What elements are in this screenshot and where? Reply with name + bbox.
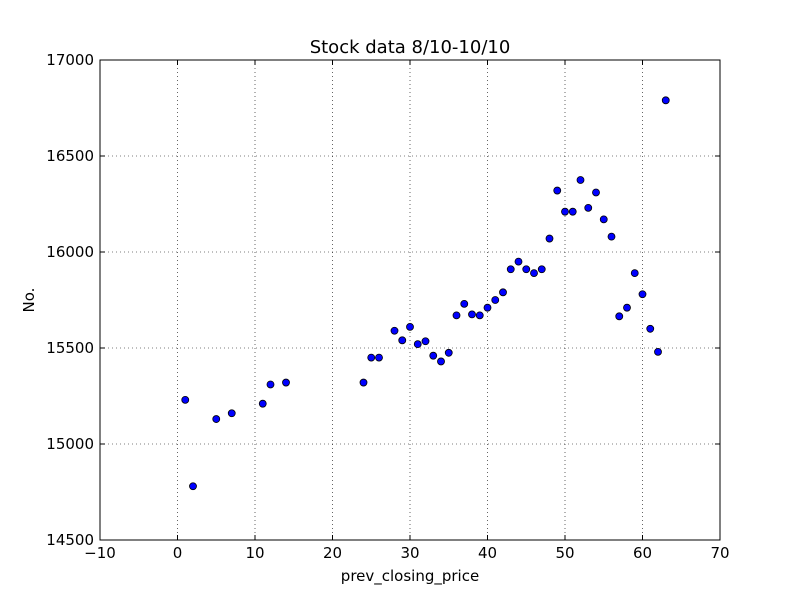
scatter-point (390, 326, 399, 335)
x-tick-label: 30 (400, 544, 419, 562)
y-tick-label: 17000 (46, 51, 94, 69)
scatter-point (615, 312, 624, 321)
scatter-point (607, 232, 616, 241)
scatter-point (646, 324, 655, 333)
y-tick-label: 15000 (46, 435, 94, 453)
scatter-point (429, 351, 438, 360)
y-tick-label: 14500 (46, 531, 94, 549)
scatter-point (654, 347, 662, 356)
scatter-point (568, 207, 577, 216)
scatter-point (630, 269, 639, 278)
x-tick-label: 10 (245, 544, 264, 562)
scatter-point (181, 395, 190, 404)
x-axis-label: prev_closing_price (341, 567, 479, 586)
scatter-point (421, 337, 430, 346)
scatter-point (359, 378, 368, 387)
y-tick-label: 16500 (46, 147, 94, 165)
y-tick-label: 15500 (46, 339, 94, 357)
scatter-point (499, 288, 507, 297)
scatter-point (584, 203, 593, 212)
scatter-point (444, 348, 453, 357)
scatter-point (623, 303, 631, 312)
scatter-point (553, 186, 562, 195)
chart-title: Stock data 8/10-10/10 (310, 37, 511, 58)
grid-lines (99, 59, 721, 541)
scatter-point (576, 176, 585, 184)
axis-ticks: −10 0 10 20 30 40 50 60 70 14500 15000 15500 16000 16… (46, 51, 729, 562)
x-tick-label: 0 (173, 544, 183, 562)
scatter-point (561, 207, 569, 216)
scatter-point (506, 265, 515, 274)
x-tick-label: 50 (555, 544, 574, 562)
scatter-point (592, 188, 600, 197)
scatter-point (452, 311, 461, 320)
scatter-point (227, 409, 236, 418)
scatter-point (661, 96, 670, 105)
scatter-point (530, 269, 538, 278)
scatter-point (258, 399, 267, 408)
scatter-point (483, 303, 492, 312)
scatter-point (491, 296, 500, 304)
x-tick-label: 70 (710, 544, 729, 562)
scatter-point (522, 265, 531, 274)
scatter-point (413, 340, 422, 349)
x-tick-label: 60 (633, 544, 652, 562)
y-axis-label: No. (20, 288, 38, 313)
scatter-point (599, 215, 608, 224)
scatter-point (212, 415, 221, 423)
y-tick-label: 16000 (46, 243, 94, 261)
x-tick-label: 40 (478, 544, 497, 562)
scatter-point (375, 353, 383, 362)
scatter-point (398, 336, 407, 345)
x-tick-label: −10 (84, 544, 116, 562)
scatter-point (437, 357, 445, 366)
scatter-point (189, 482, 197, 491)
scatter-point (514, 257, 523, 266)
scatter-point (475, 311, 484, 320)
scatter-point (638, 290, 647, 299)
scatter-point (266, 380, 275, 389)
scatter-point (460, 299, 469, 308)
scatter-point (537, 265, 546, 274)
x-tick-label: 20 (323, 544, 342, 562)
scatter-point (406, 322, 414, 331)
scatter-point (367, 353, 376, 362)
scatter-point (282, 378, 290, 387)
data-points (181, 96, 670, 491)
scatter-point (545, 234, 554, 243)
scatter-point (468, 310, 476, 319)
